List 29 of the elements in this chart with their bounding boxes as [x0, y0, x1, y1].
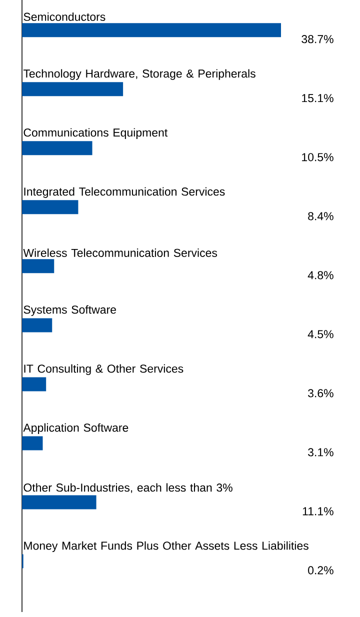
- y-tick-label: Semiconductors: [24, 12, 106, 21]
- data-label: 0.2%: [308, 566, 334, 574]
- y-tick-label: Communications Equipment: [24, 128, 168, 139]
- data-label: 15.1%: [302, 94, 334, 102]
- data-label: 3.1%: [308, 448, 334, 456]
- bar: [22, 200, 78, 214]
- bar: [22, 23, 281, 38]
- y-tick-label: Wireless Telecommunication Services: [23, 248, 218, 257]
- bar: [22, 318, 52, 332]
- bar: [22, 436, 43, 450]
- bar: [22, 377, 46, 392]
- data-label: 8.4%: [308, 212, 334, 220]
- bar: [22, 141, 92, 156]
- y-tick-label: Money Market Funds Plus Other Assets Less Liabilities: [24, 541, 308, 552]
- bar: [22, 82, 124, 96]
- data-label: 11.1%: [302, 507, 334, 516]
- bar: [22, 495, 96, 510]
- y-tick-label: IT Consulting & Other Services: [24, 364, 184, 376]
- data-label: 3.6%: [308, 389, 334, 398]
- data-label: 4.5%: [308, 330, 334, 338]
- bar: [22, 259, 54, 274]
- data-label: 4.8%: [308, 271, 334, 280]
- y-tick-label: Technology Hardware, Storage & Peripherals: [23, 69, 256, 80]
- data-label: 38.7%: [302, 35, 334, 44]
- data-label: 10.5%: [302, 153, 334, 162]
- y-tick-label: Other Sub-Industries, each less than 3%: [24, 483, 232, 494]
- y-tick-label: Integrated Telecommunication Services: [24, 187, 225, 198]
- y-tick-label: Application Software: [23, 423, 128, 434]
- y-tick-label: Systems Software: [24, 305, 116, 316]
